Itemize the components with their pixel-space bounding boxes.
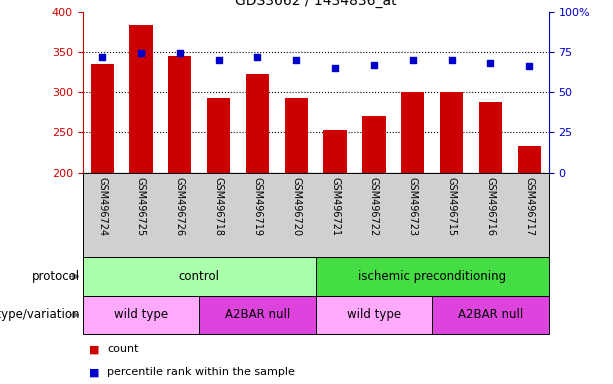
Text: GSM496724: GSM496724 <box>97 177 107 236</box>
Bar <box>517 146 541 173</box>
Text: GSM496715: GSM496715 <box>447 177 457 236</box>
Bar <box>199 296 316 334</box>
Text: GSM496716: GSM496716 <box>485 177 495 236</box>
Text: wild type: wild type <box>347 308 401 321</box>
Text: ischemic preconditioning: ischemic preconditioning <box>358 270 506 283</box>
Text: A2BAR null: A2BAR null <box>225 308 290 321</box>
Point <box>136 50 146 56</box>
Bar <box>284 98 308 173</box>
Bar <box>362 116 386 173</box>
Bar <box>83 296 199 334</box>
Text: GSM496721: GSM496721 <box>330 177 340 236</box>
Bar <box>246 74 269 173</box>
Text: GSM496719: GSM496719 <box>253 177 262 236</box>
Bar <box>401 92 424 173</box>
Point <box>175 50 185 56</box>
Text: protocol: protocol <box>31 270 80 283</box>
Text: A2BAR null: A2BAR null <box>458 308 523 321</box>
Text: genotype/variation: genotype/variation <box>0 308 80 321</box>
Text: GSM496718: GSM496718 <box>214 177 224 236</box>
Bar <box>83 257 316 296</box>
Point <box>330 65 340 71</box>
Point <box>253 54 262 60</box>
Text: wild type: wild type <box>114 308 168 321</box>
Bar <box>129 25 153 173</box>
Bar <box>207 98 230 173</box>
Text: ■: ■ <box>89 344 99 354</box>
Text: GSM496725: GSM496725 <box>136 177 146 236</box>
Point <box>214 57 224 63</box>
Text: GSM496720: GSM496720 <box>291 177 301 236</box>
Text: GSM496726: GSM496726 <box>175 177 185 236</box>
Text: GSM496723: GSM496723 <box>408 177 417 236</box>
Bar <box>168 56 191 173</box>
Point <box>485 60 495 66</box>
Text: control: control <box>179 270 219 283</box>
Text: GSM496722: GSM496722 <box>369 177 379 236</box>
Text: count: count <box>107 344 139 354</box>
Bar <box>91 64 114 173</box>
Bar <box>316 257 549 296</box>
Bar <box>440 92 463 173</box>
Bar <box>324 130 347 173</box>
Point <box>369 62 379 68</box>
Bar <box>479 102 502 173</box>
Point <box>447 57 457 63</box>
Bar <box>432 296 549 334</box>
Point <box>97 54 107 60</box>
Point <box>524 63 534 70</box>
Point <box>408 57 417 63</box>
Text: GSM496717: GSM496717 <box>524 177 534 236</box>
Title: GDS3662 / 1434836_at: GDS3662 / 1434836_at <box>235 0 397 8</box>
Bar <box>316 296 432 334</box>
Text: percentile rank within the sample: percentile rank within the sample <box>107 367 295 377</box>
Point <box>291 57 301 63</box>
Text: ■: ■ <box>89 367 99 377</box>
